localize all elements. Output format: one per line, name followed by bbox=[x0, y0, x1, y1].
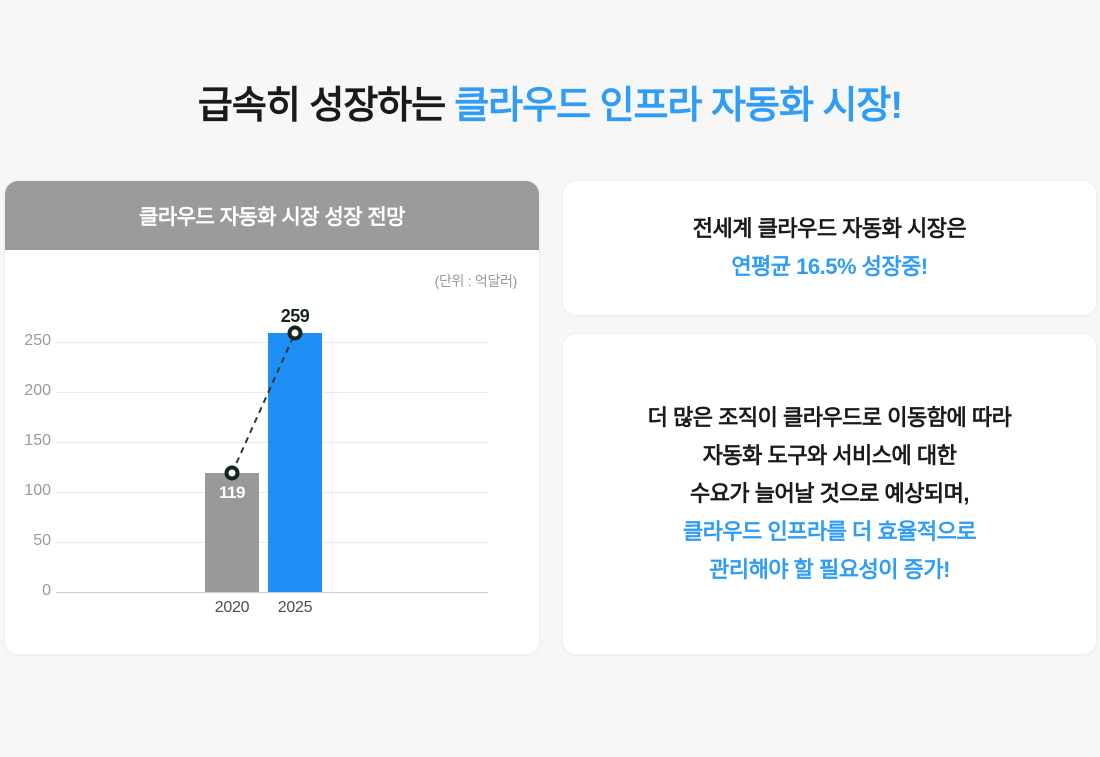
page-title-blue-part: 클라우드 인프라 자동화 시장! bbox=[454, 85, 903, 127]
x-axis-tick-label: 2020 bbox=[214, 599, 250, 616]
bar-2025 bbox=[268, 333, 322, 592]
y-axis-tick-label: 50 bbox=[33, 532, 51, 549]
info-line: 자동화 도구와 서비스에 대한 bbox=[702, 443, 957, 468]
info-line: 더 많은 조직이 클라우드로 이동함에 따라 bbox=[647, 405, 1012, 430]
y-axis-tick-label: 100 bbox=[24, 482, 51, 499]
chart-header: 클라우드 자동화 시장 성장 전망 bbox=[5, 181, 539, 250]
chart-title: 클라우드 자동화 시장 성장 전망 bbox=[139, 205, 406, 229]
page-title: 급속히 성장하는 클라우드 인프라 자동화 시장! bbox=[0, 84, 1100, 128]
info-line: 전세계 클라우드 자동화 시장은 bbox=[692, 216, 967, 241]
bar-2020 bbox=[205, 473, 259, 592]
chart-unit-label: (단위 : 억달러) bbox=[434, 273, 518, 289]
chart-body: (단위 : 억달러) 0 50 100 150 200 250 119 2020 259 2025 bbox=[5, 250, 539, 654]
info-line: 연평균 16.5% 성장중! bbox=[731, 254, 928, 279]
y-axis-tick-label: 150 bbox=[24, 432, 51, 449]
info-line: 관리해야 할 필요성이 증가! bbox=[709, 557, 950, 582]
bar-value-label: 259 bbox=[280, 306, 310, 326]
x-axis-tick-label: 2025 bbox=[277, 599, 313, 616]
page-title-black-part: 급속히 성장하는 bbox=[197, 85, 446, 127]
x-axis-line bbox=[56, 592, 488, 593]
bar-value-label: 119 bbox=[219, 483, 245, 502]
info-line: 클라우드 인프라를 더 효율적으로 bbox=[682, 519, 977, 544]
y-axis-tick-label: 250 bbox=[24, 332, 51, 349]
y-axis-tick-label: 0 bbox=[42, 582, 51, 599]
y-axis-tick-label: 200 bbox=[24, 382, 51, 399]
info-line: 수요가 늘어날 것으로 예상되며, bbox=[689, 481, 970, 506]
bar-chart: 0 50 100 150 200 250 119 2020 259 2025 bbox=[5, 250, 539, 654]
chart-card: 클라우드 자동화 시장 성장 전망 (단위 : 억달러) 0 50 100 150 20… bbox=[4, 180, 540, 655]
